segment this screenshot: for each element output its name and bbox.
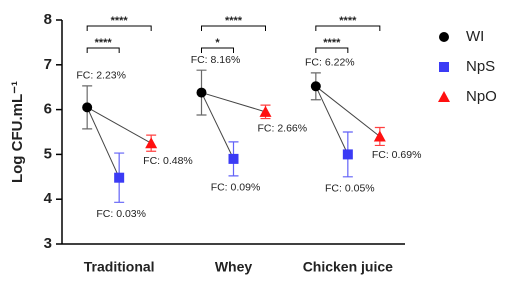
point xyxy=(145,137,158,149)
legend-label: NpO xyxy=(466,88,497,105)
connector xyxy=(86,106,152,144)
significance-bracket xyxy=(201,25,266,31)
point xyxy=(114,172,125,183)
legend-marker xyxy=(439,32,449,42)
y-tick-label: 4 xyxy=(44,190,53,207)
connector xyxy=(86,107,120,178)
point xyxy=(310,81,321,92)
fc-label: FC: 0.09% xyxy=(211,182,261,194)
point xyxy=(196,87,207,98)
fc-label: FC: 0.05% xyxy=(325,183,375,195)
point xyxy=(228,153,239,164)
fc-label: FC: 0.48% xyxy=(143,155,193,167)
significance-label: **** xyxy=(111,15,129,27)
significance-bracket xyxy=(315,25,381,31)
significance-bracket xyxy=(201,47,234,53)
significance-label: * xyxy=(215,37,220,49)
significance-bracket xyxy=(86,25,152,31)
point xyxy=(373,130,386,142)
fc-label: FC: 8.16% xyxy=(191,54,241,66)
significance-label: **** xyxy=(225,15,243,27)
significance-label: **** xyxy=(95,37,113,49)
y-axis-label: Log CFU.mL⁻¹ xyxy=(9,81,26,183)
y-tick-label: 5 xyxy=(44,145,52,162)
legend-label: WI xyxy=(466,28,484,45)
connector xyxy=(201,92,234,160)
x-tick-label: Whey xyxy=(215,259,253,275)
point xyxy=(342,149,353,160)
legend-marker xyxy=(438,91,450,102)
y-tick-label: 3 xyxy=(44,235,52,252)
y-tick-label: 7 xyxy=(44,56,52,73)
significance-bracket xyxy=(86,47,120,53)
significance-label: **** xyxy=(323,37,341,49)
point xyxy=(82,102,93,113)
point xyxy=(259,105,272,117)
connector xyxy=(315,85,381,137)
fc-label: FC: 0.03% xyxy=(96,208,146,220)
fc-label: FC: 6.22% xyxy=(305,57,355,69)
fc-label: FC: 2.23% xyxy=(76,70,126,82)
x-tick-label: Traditional xyxy=(84,259,155,275)
connector xyxy=(315,86,349,155)
legend-marker xyxy=(439,62,449,72)
fc-label: FC: 0.69% xyxy=(372,149,422,161)
connector xyxy=(201,92,266,113)
fc-label: FC: 2.66% xyxy=(258,122,308,134)
significance-label: **** xyxy=(339,15,357,27)
y-tick-label: 6 xyxy=(44,101,52,118)
significance-bracket xyxy=(315,47,349,53)
x-tick-label: Chicken juice xyxy=(303,259,393,275)
y-tick-label: 8 xyxy=(44,11,52,28)
legend-label: NpS xyxy=(466,58,495,75)
